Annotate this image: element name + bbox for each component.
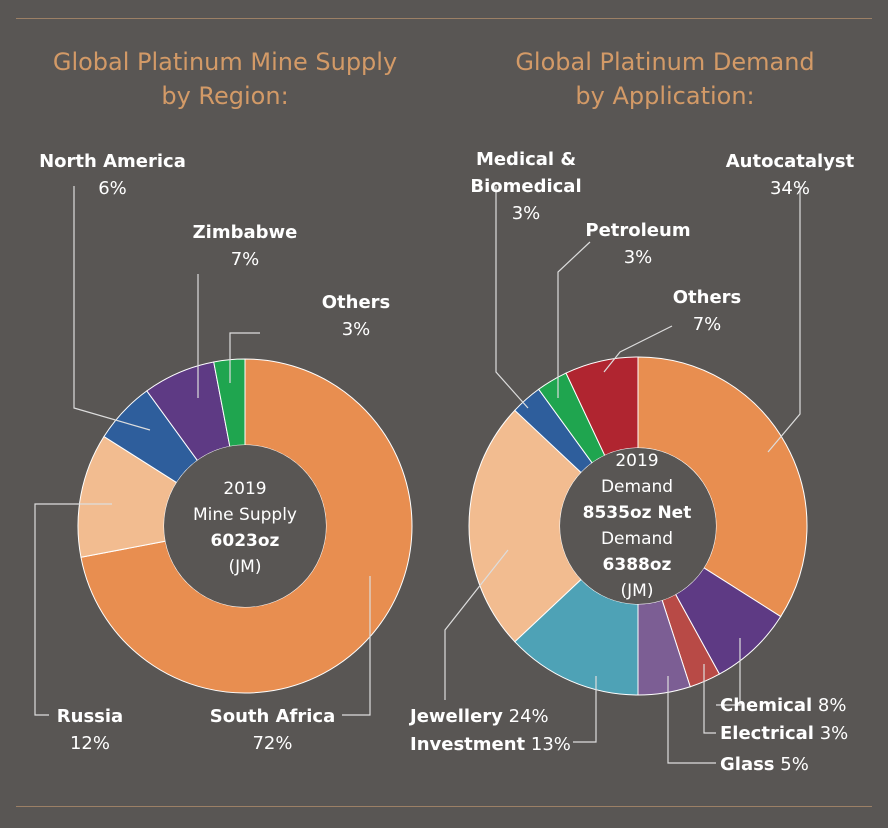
label-others-right: Others 7% [662, 284, 752, 338]
leader-north-america [73, 186, 151, 431]
investment-name: Investment [410, 734, 526, 755]
medical-name-line1: Medical & [475, 149, 577, 170]
label-south-africa: South Africa 72% [200, 703, 345, 757]
leader-investment [573, 676, 597, 743]
leader-autocatalyst [767, 186, 801, 453]
supply-title-line2: by Region: [161, 82, 289, 110]
label-medical: Medical & Biomedical 3% [462, 146, 590, 227]
leader-russia [34, 503, 112, 716]
petroleum-name: Petroleum [585, 220, 691, 241]
demand-center-total: 6388oz [602, 555, 672, 575]
leader-electrical [703, 664, 716, 734]
zimbabwe-name: Zimbabwe [192, 222, 298, 243]
label-petroleum: Petroleum 3% [578, 217, 698, 271]
autocatalyst-pct: 34% [769, 178, 810, 199]
jewellery-name: Jewellery [410, 706, 503, 727]
russia-pct: 12% [69, 733, 110, 754]
autocatalyst-name: Autocatalyst [725, 151, 855, 172]
label-chemical: Chemical 8% [720, 692, 846, 719]
label-investment: Investment 13% [410, 731, 571, 758]
slice-others [565, 356, 639, 457]
demand-center-caption: Demand [600, 477, 674, 497]
investment-pct: 13% [530, 734, 571, 755]
others-left-pct: 3% [341, 319, 371, 340]
chemical-name: Chemical [720, 695, 813, 716]
glass-name: Glass [720, 754, 775, 775]
supply-center-total: 6023oz [210, 531, 280, 551]
others-right-name: Others [672, 287, 742, 308]
demand-center-year: 2019 [615, 451, 659, 471]
label-jewellery: Jewellery 24% [410, 703, 549, 730]
leader-others-right [603, 325, 673, 373]
chemical-pct: 8% [817, 695, 847, 716]
leader-others-left [229, 332, 260, 383]
donut-hole [560, 448, 716, 604]
label-north-america: North America 6% [30, 148, 195, 202]
leader-medical [495, 186, 529, 409]
slice-south-africa [80, 358, 413, 694]
label-glass: Glass 5% [720, 751, 809, 778]
electrical-name: Electrical [720, 723, 814, 744]
petroleum-pct: 3% [623, 247, 653, 268]
glass-pct: 5% [780, 754, 809, 775]
label-autocatalyst: Autocatalyst 34% [718, 148, 862, 202]
supply-chart-title: Global Platinum Mine Supply by Region: [20, 45, 430, 113]
top-rule [16, 18, 872, 19]
leader-glass [667, 676, 716, 764]
north-america-name: North America [39, 151, 186, 172]
label-zimbabwe: Zimbabwe 7% [180, 219, 310, 273]
leader-jewellery [444, 549, 509, 700]
leader-south-africa [342, 576, 371, 716]
demand-title-line2: by Application: [575, 82, 755, 110]
south-africa-name: South Africa [209, 706, 336, 727]
demand-title-line1: Global Platinum Demand [515, 48, 815, 76]
north-america-pct: 6% [98, 178, 127, 199]
supply-center-caption: Mine Supply [193, 505, 297, 525]
supply-center-year: 2019 [223, 479, 267, 499]
leader-lines [34, 186, 801, 764]
supply-donut [77, 358, 413, 694]
leader-chemical [716, 638, 741, 706]
label-russia: Russia 12% [40, 703, 140, 757]
leader-petroleum [557, 241, 591, 398]
supply-center-label: 2019 Mine Supply 6023oz (JM) [170, 476, 320, 580]
demand-center-net: 8535oz Net [582, 503, 692, 523]
medical-pct: 3% [511, 203, 541, 224]
jewellery-pct: 24% [508, 706, 549, 727]
others-left-name: Others [321, 292, 391, 313]
electrical-pct: 3% [819, 723, 849, 744]
demand-center-source: (JM) [620, 581, 654, 601]
label-others-left: Others 3% [306, 289, 406, 343]
zimbabwe-pct: 7% [230, 249, 260, 270]
supply-title-line1: Global Platinum Mine Supply [52, 48, 398, 76]
demand-donut [468, 356, 808, 696]
south-africa-pct: 72% [252, 733, 293, 754]
others-right-pct: 7% [692, 314, 722, 335]
donut-hole [164, 445, 326, 607]
bottom-rule [16, 806, 872, 807]
label-electrical: Electrical 3% [720, 720, 848, 747]
demand-chart-title: Global Platinum Demand by Application: [460, 45, 870, 113]
medical-name-line2: Biomedical [470, 176, 582, 197]
russia-name: Russia [56, 706, 124, 727]
demand-center-label: 2019 Demand 8535oz Net Demand 6388oz (JM… [562, 448, 712, 604]
demand-center-caption2: Demand [600, 529, 674, 549]
supply-center-source: (JM) [228, 557, 262, 577]
